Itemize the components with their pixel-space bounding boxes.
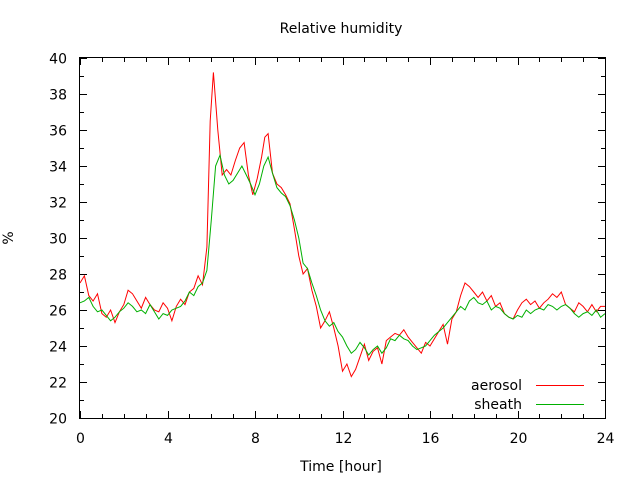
y-tick-label: 30	[49, 232, 67, 248]
y-tick-label: 26	[49, 304, 67, 320]
y-tick-label: 36	[49, 124, 67, 140]
y-tick-label: 22	[49, 376, 67, 392]
series-line-aerosol	[79, 72, 605, 378]
y-axis-label: %	[1, 231, 17, 244]
legend-label-aerosol: aerosol	[471, 378, 522, 394]
y-tick-label: 40	[49, 52, 67, 68]
x-tick-label: 4	[164, 431, 173, 447]
y-tick-label: 34	[49, 160, 67, 176]
series-line-sheath	[79, 153, 606, 356]
x-tick-label: 12	[335, 431, 353, 447]
y-tick-label: 38	[49, 88, 67, 104]
x-axis-label: Time [hour]	[299, 459, 382, 475]
y-tick-label: 28	[49, 268, 67, 284]
y-tick-label: 24	[49, 340, 67, 356]
series-layer	[79, 72, 606, 378]
x-tick-label: 16	[422, 431, 440, 447]
x-tick-label: 24	[597, 431, 615, 447]
plot-frame	[79, 57, 606, 419]
chart-title: Relative humidity	[280, 21, 403, 37]
legend-label-sheath: sheath	[474, 397, 522, 413]
axis-ticks: 0 4 8 12 16 20 24 20 22 24 26 28 30 32 34 36 38 40	[49, 52, 614, 448]
x-tick-label: 20	[510, 431, 528, 447]
y-tick-label: 32	[49, 196, 67, 212]
legend: aerosol sheath	[471, 378, 584, 413]
x-tick-label: 8	[251, 431, 260, 447]
x-tick-label: 0	[76, 431, 85, 447]
y-tick-label: 20	[49, 412, 67, 428]
